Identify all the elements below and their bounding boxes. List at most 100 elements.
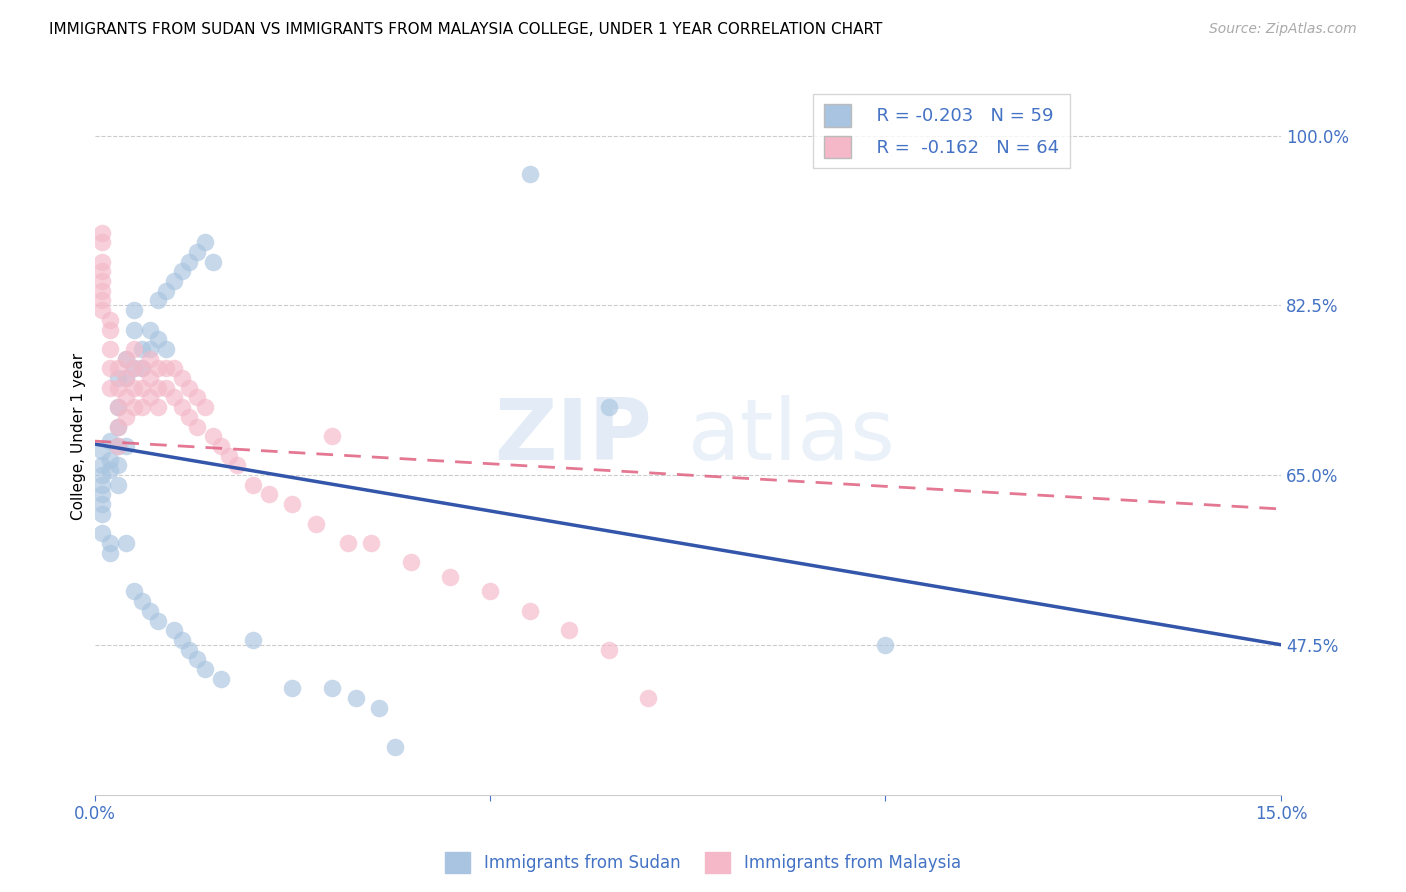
Text: Source: ZipAtlas.com: Source: ZipAtlas.com: [1209, 22, 1357, 37]
Point: [218, 449, 240, 463]
Point: [209, 439, 232, 453]
Point: [91, 264, 114, 278]
Point: [91, 477, 114, 491]
Point: [875, 638, 897, 652]
Point: [100, 463, 122, 477]
Point: [131, 381, 153, 395]
Point: [131, 342, 153, 356]
Point: [155, 381, 177, 395]
Point: [122, 322, 145, 336]
Point: [281, 497, 304, 511]
Point: [226, 458, 249, 473]
Point: [91, 443, 114, 458]
Point: [368, 700, 391, 714]
Point: [100, 361, 122, 376]
Point: [209, 672, 232, 686]
Point: [344, 691, 367, 706]
Point: [115, 391, 138, 405]
Point: [107, 400, 129, 414]
Point: [122, 381, 145, 395]
Point: [186, 245, 208, 260]
Text: IMMIGRANTS FROM SUDAN VS IMMIGRANTS FROM MALAYSIA COLLEGE, UNDER 1 YEAR CORRELAT: IMMIGRANTS FROM SUDAN VS IMMIGRANTS FROM…: [49, 22, 883, 37]
Point: [100, 322, 122, 336]
Text: atlas: atlas: [688, 395, 896, 478]
Point: [186, 652, 208, 666]
Point: [439, 570, 461, 584]
Point: [146, 332, 169, 346]
Point: [115, 371, 138, 385]
Point: [107, 439, 129, 453]
Point: [179, 409, 201, 424]
Point: [305, 516, 328, 531]
Point: [91, 254, 114, 268]
Point: [100, 536, 122, 550]
Point: [170, 632, 193, 647]
Point: [91, 497, 114, 511]
Point: [91, 468, 114, 483]
Point: [146, 400, 169, 414]
Point: [131, 361, 153, 376]
Point: [186, 419, 208, 434]
Point: [155, 361, 177, 376]
Point: [179, 642, 201, 657]
Point: [91, 487, 114, 501]
Point: [202, 429, 225, 443]
Point: [146, 361, 169, 376]
Point: [170, 264, 193, 278]
Point: [107, 400, 129, 414]
Point: [100, 434, 122, 449]
Point: [519, 168, 541, 182]
Point: [139, 322, 162, 336]
Point: [131, 594, 153, 608]
Point: [242, 477, 264, 491]
Point: [146, 381, 169, 395]
Point: [122, 361, 145, 376]
Point: [139, 371, 162, 385]
Point: [115, 439, 138, 453]
Point: [194, 662, 217, 676]
Point: [479, 584, 502, 599]
Y-axis label: College, Under 1 year: College, Under 1 year: [72, 352, 86, 520]
Point: [91, 284, 114, 298]
Point: [321, 681, 343, 696]
Point: [115, 409, 138, 424]
Point: [281, 681, 304, 696]
Point: [139, 604, 162, 618]
Legend:   R = -0.203   N = 59,   R =  -0.162   N = 64: R = -0.203 N = 59, R = -0.162 N = 64: [813, 94, 1070, 169]
Point: [163, 624, 186, 638]
Legend: Immigrants from Sudan, Immigrants from Malaysia: Immigrants from Sudan, Immigrants from M…: [439, 846, 967, 880]
Point: [139, 342, 162, 356]
Point: [558, 624, 581, 638]
Point: [115, 371, 138, 385]
Point: [163, 274, 186, 288]
Point: [107, 371, 129, 385]
Point: [242, 632, 264, 647]
Point: [194, 400, 217, 414]
Point: [146, 614, 169, 628]
Point: [170, 371, 193, 385]
Point: [91, 526, 114, 541]
Point: [115, 351, 138, 366]
Point: [107, 419, 129, 434]
Point: [122, 400, 145, 414]
Point: [598, 400, 620, 414]
Point: [107, 458, 129, 473]
Point: [170, 400, 193, 414]
Point: [139, 351, 162, 366]
Point: [131, 361, 153, 376]
Point: [107, 477, 129, 491]
Point: [139, 391, 162, 405]
Point: [155, 284, 177, 298]
Point: [122, 584, 145, 599]
Point: [598, 642, 620, 657]
Point: [107, 419, 129, 434]
Point: [91, 458, 114, 473]
Point: [91, 293, 114, 308]
Point: [115, 536, 138, 550]
Point: [384, 739, 406, 754]
Point: [257, 487, 280, 501]
Point: [107, 361, 129, 376]
Point: [107, 381, 129, 395]
Point: [399, 555, 422, 569]
Point: [122, 342, 145, 356]
